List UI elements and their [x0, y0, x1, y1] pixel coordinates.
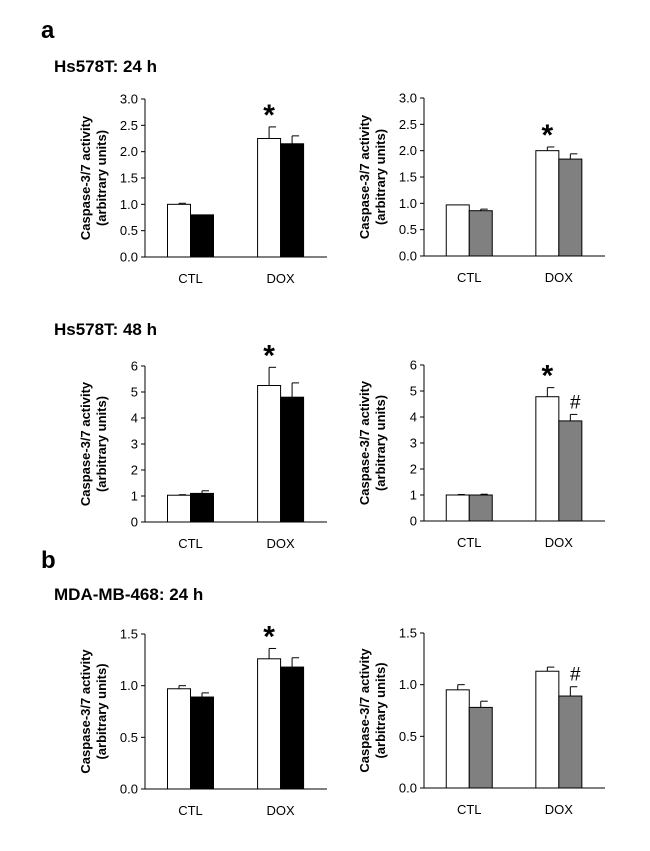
- bar: [445, 204, 470, 257]
- bar: [558, 420, 583, 522]
- bar: [257, 138, 282, 258]
- y-axis-label: Caspase-3/7 activity: [357, 380, 372, 505]
- y-tick-label: 2.5: [120, 118, 138, 133]
- bar: [280, 666, 305, 790]
- y-tick-label: 0.5: [120, 223, 138, 238]
- significance-asterisk: *: [542, 360, 554, 393]
- bar: [468, 706, 493, 789]
- y-tick-label: 1.5: [120, 171, 138, 186]
- y-tick-label: 0: [410, 514, 417, 529]
- y-tick-label: 4: [131, 411, 138, 426]
- y-tick-label: 6: [410, 358, 417, 373]
- y-tick-label: 5: [410, 384, 417, 399]
- bar: [468, 494, 493, 522]
- x-category-label: DOX: [267, 271, 296, 286]
- significance-hash: #: [570, 665, 581, 686]
- y-axis-label-units: (arbitrary units): [94, 396, 109, 492]
- y-tick-label: 0.5: [399, 222, 417, 237]
- x-category-label: CTL: [178, 803, 203, 818]
- y-tick-label: 1.5: [120, 627, 138, 642]
- bar: [445, 689, 470, 789]
- x-category-label: DOX: [545, 535, 574, 550]
- y-axis-label: Caspase-3/7 activity: [357, 114, 372, 239]
- y-axis-label: Caspase-3/7 activity: [78, 115, 93, 240]
- y-tick-label: 0.5: [399, 729, 417, 744]
- y-tick-label: 0.0: [120, 250, 138, 265]
- row-title-mda-mb-468-24h: MDA-MB-468: 24 h: [54, 585, 204, 604]
- x-category-label: DOX: [267, 803, 296, 818]
- y-tick-label: 1.5: [399, 626, 417, 641]
- y-axis-label: Caspase-3/7 activity: [78, 381, 93, 506]
- x-category-label: CTL: [457, 535, 482, 550]
- x-category-label: DOX: [545, 270, 574, 285]
- y-axis-label-units: (arbitrary units): [373, 662, 388, 758]
- panel-letter-b: b: [41, 547, 56, 574]
- y-tick-label: 6: [131, 359, 138, 374]
- y-tick-label: 1.0: [399, 677, 417, 692]
- y-tick-label: 1.0: [399, 196, 417, 211]
- x-category-label: CTL: [178, 271, 203, 286]
- y-tick-label: 2.5: [399, 117, 417, 132]
- y-tick-label: 3.0: [399, 91, 417, 106]
- bar: [468, 210, 493, 257]
- y-tick-label: 5: [131, 385, 138, 400]
- y-tick-label: 2.0: [120, 144, 138, 159]
- x-category-label: DOX: [267, 536, 296, 551]
- y-axis-label-units: (arbitrary units): [94, 663, 109, 759]
- bar: [190, 214, 214, 258]
- y-tick-label: 2: [410, 462, 417, 477]
- row-title-hs578t-24h: Hs578T: 24 h: [54, 57, 157, 76]
- y-tick-label: 1: [131, 489, 138, 504]
- bar: [280, 143, 305, 258]
- row-title-hs578t-48h: Hs578T: 48 h: [54, 320, 157, 339]
- y-axis-label-units: (arbitrary units): [94, 130, 109, 226]
- significance-asterisk: *: [542, 119, 554, 152]
- panel-letter-a: a: [41, 17, 55, 44]
- y-tick-label: 2.0: [399, 143, 417, 158]
- bar: [167, 494, 191, 523]
- bar: [190, 492, 214, 523]
- y-tick-label: 2: [131, 463, 138, 478]
- y-tick-label: 0.0: [399, 249, 417, 264]
- y-tick-label: 0: [131, 515, 138, 530]
- bar: [257, 385, 282, 523]
- y-tick-label: 3: [131, 437, 138, 452]
- bar: [167, 203, 191, 258]
- x-category-label: CTL: [457, 270, 482, 285]
- y-tick-label: 4: [410, 410, 417, 425]
- bar: [167, 688, 191, 790]
- significance-asterisk: *: [263, 620, 275, 653]
- y-axis-label-units: (arbitrary units): [373, 129, 388, 225]
- y-tick-label: 1.0: [120, 197, 138, 212]
- x-category-label: CTL: [457, 802, 482, 817]
- y-tick-label: 0.0: [399, 781, 417, 796]
- bar: [535, 150, 560, 257]
- y-tick-label: 0.5: [120, 730, 138, 745]
- significance-asterisk: *: [263, 339, 275, 372]
- x-category-label: DOX: [545, 802, 574, 817]
- y-tick-label: 1.0: [120, 678, 138, 693]
- bar: [257, 658, 282, 790]
- bar: [190, 696, 214, 790]
- y-tick-label: 1.5: [399, 170, 417, 185]
- y-tick-label: 1: [410, 488, 417, 503]
- bar: [558, 695, 583, 789]
- bar: [535, 396, 560, 522]
- bar: [445, 494, 470, 522]
- x-category-label: CTL: [178, 536, 203, 551]
- y-axis-label-units: (arbitrary units): [373, 395, 388, 491]
- significance-hash: #: [570, 392, 581, 413]
- y-tick-label: 3.0: [120, 92, 138, 107]
- bar: [535, 670, 560, 789]
- y-tick-label: 3: [410, 436, 417, 451]
- y-tick-label: 0.0: [120, 782, 138, 797]
- bar: [280, 396, 305, 523]
- y-axis-label: Caspase-3/7 activity: [78, 649, 93, 774]
- significance-asterisk: *: [263, 99, 275, 132]
- bar: [558, 158, 583, 257]
- y-axis-label: Caspase-3/7 activity: [357, 648, 372, 773]
